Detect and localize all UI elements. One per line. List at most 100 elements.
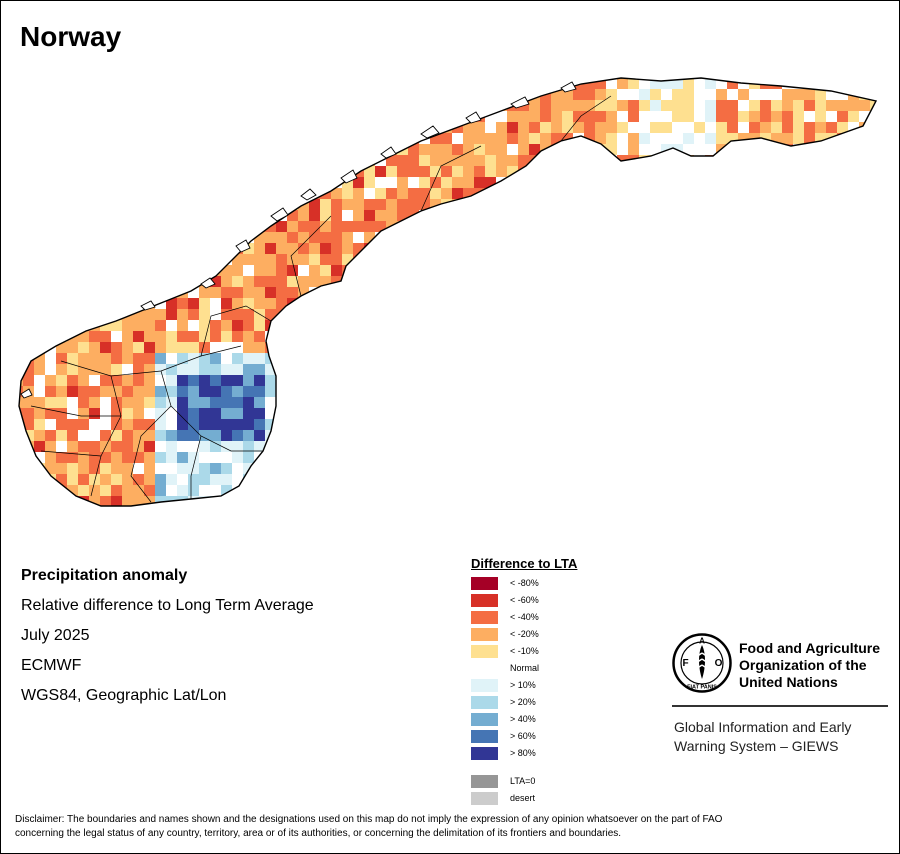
anomaly-cell bbox=[815, 331, 826, 342]
anomaly-cell bbox=[826, 441, 837, 452]
anomaly-cell bbox=[232, 298, 243, 309]
anomaly-cell bbox=[408, 309, 419, 320]
anomaly-cell bbox=[100, 408, 111, 419]
anomaly-cell bbox=[617, 353, 628, 364]
anomaly-cell bbox=[243, 155, 254, 166]
anomaly-cell bbox=[760, 78, 771, 89]
anomaly-cell bbox=[584, 56, 595, 67]
anomaly-cell bbox=[562, 144, 573, 155]
anomaly-cell bbox=[496, 441, 507, 452]
anomaly-cell bbox=[749, 89, 760, 100]
anomaly-cell bbox=[639, 232, 650, 243]
anomaly-cell bbox=[276, 452, 287, 463]
anomaly-cell bbox=[430, 342, 441, 353]
anomaly-cell bbox=[78, 485, 89, 496]
anomaly-cell bbox=[408, 485, 419, 496]
anomaly-cell bbox=[100, 518, 111, 526]
anomaly-cell bbox=[826, 221, 837, 232]
anomaly-cell bbox=[507, 199, 518, 210]
anomaly-cell bbox=[19, 364, 23, 375]
anomaly-cell bbox=[529, 254, 540, 265]
anomaly-cell bbox=[881, 452, 892, 463]
anomaly-cell bbox=[793, 276, 804, 287]
anomaly-cell bbox=[529, 309, 540, 320]
anomaly-cell bbox=[793, 232, 804, 243]
anomaly-cell bbox=[166, 441, 177, 452]
anomaly-cell bbox=[639, 507, 650, 518]
anomaly-cell bbox=[364, 221, 375, 232]
anomaly-cell bbox=[573, 133, 584, 144]
anomaly-cell bbox=[672, 221, 683, 232]
anomaly-cell bbox=[166, 320, 177, 331]
anomaly-cell bbox=[683, 518, 694, 526]
anomaly-cell bbox=[320, 430, 331, 441]
anomaly-cell bbox=[364, 254, 375, 265]
anomaly-cell bbox=[133, 177, 144, 188]
anomaly-cell bbox=[375, 166, 386, 177]
anomaly-cell bbox=[166, 199, 177, 210]
anomaly-cell bbox=[474, 78, 485, 89]
anomaly-cell bbox=[309, 111, 320, 122]
anomaly-cell bbox=[749, 496, 760, 506]
anomaly-cell bbox=[276, 397, 287, 408]
anomaly-cell bbox=[639, 386, 650, 397]
anomaly-cell bbox=[584, 386, 595, 397]
anomaly-cell bbox=[34, 276, 45, 287]
anomaly-cell bbox=[320, 221, 331, 232]
anomaly-cell bbox=[749, 331, 760, 342]
anomaly-cell bbox=[342, 111, 353, 122]
anomaly-cell bbox=[177, 507, 188, 518]
anomaly-cell bbox=[749, 56, 760, 67]
anomaly-cell bbox=[320, 408, 331, 419]
anomaly-cell bbox=[1, 188, 12, 199]
anomaly-cell bbox=[507, 210, 518, 221]
anomaly-cell bbox=[320, 496, 331, 506]
anomaly-cell bbox=[529, 397, 540, 408]
anomaly-cell bbox=[287, 276, 298, 287]
anomaly-cell bbox=[188, 386, 199, 397]
anomaly-cell bbox=[760, 177, 771, 188]
anomaly-cell bbox=[672, 353, 683, 364]
anomaly-cell bbox=[320, 265, 331, 276]
anomaly-cell bbox=[375, 111, 386, 122]
anomaly-cell bbox=[320, 166, 331, 177]
anomaly-cell bbox=[474, 144, 485, 155]
anomaly-cell bbox=[573, 386, 584, 397]
anomaly-cell bbox=[243, 298, 254, 309]
anomaly-cell bbox=[386, 485, 397, 496]
anomaly-cell bbox=[133, 188, 144, 199]
anomaly-cell bbox=[485, 133, 496, 144]
anomaly-cell bbox=[859, 507, 870, 518]
anomaly-cell bbox=[639, 67, 650, 78]
anomaly-cell bbox=[793, 375, 804, 386]
anomaly-cell bbox=[496, 496, 507, 506]
anomaly-cell bbox=[364, 89, 375, 100]
anomaly-cell bbox=[463, 507, 474, 518]
anomaly-cell bbox=[232, 144, 243, 155]
anomaly-cell bbox=[342, 419, 353, 430]
anomaly-cell bbox=[353, 397, 364, 408]
anomaly-cell bbox=[364, 188, 375, 199]
anomaly-cell bbox=[881, 342, 892, 353]
anomaly-cell bbox=[254, 56, 265, 67]
anomaly-cell bbox=[639, 463, 650, 474]
anomaly-cell bbox=[45, 375, 56, 386]
anomaly-cell bbox=[375, 518, 386, 526]
legend-item: > 60% bbox=[471, 728, 577, 745]
anomaly-cell bbox=[639, 133, 650, 144]
anomaly-cell bbox=[353, 221, 364, 232]
anomaly-cell bbox=[782, 276, 793, 287]
anomaly-cell bbox=[254, 375, 265, 386]
anomaly-cell bbox=[672, 408, 683, 419]
anomaly-cell bbox=[364, 298, 375, 309]
anomaly-cell bbox=[56, 122, 67, 133]
anomaly-cell bbox=[738, 430, 749, 441]
anomaly-cell bbox=[738, 122, 749, 133]
anomaly-cell bbox=[815, 243, 826, 254]
anomaly-cell bbox=[793, 309, 804, 320]
anomaly-cell bbox=[441, 111, 452, 122]
anomaly-cell bbox=[232, 452, 243, 463]
anomaly-cell bbox=[34, 232, 45, 243]
anomaly-cell bbox=[144, 441, 155, 452]
anomaly-cell bbox=[353, 474, 364, 485]
